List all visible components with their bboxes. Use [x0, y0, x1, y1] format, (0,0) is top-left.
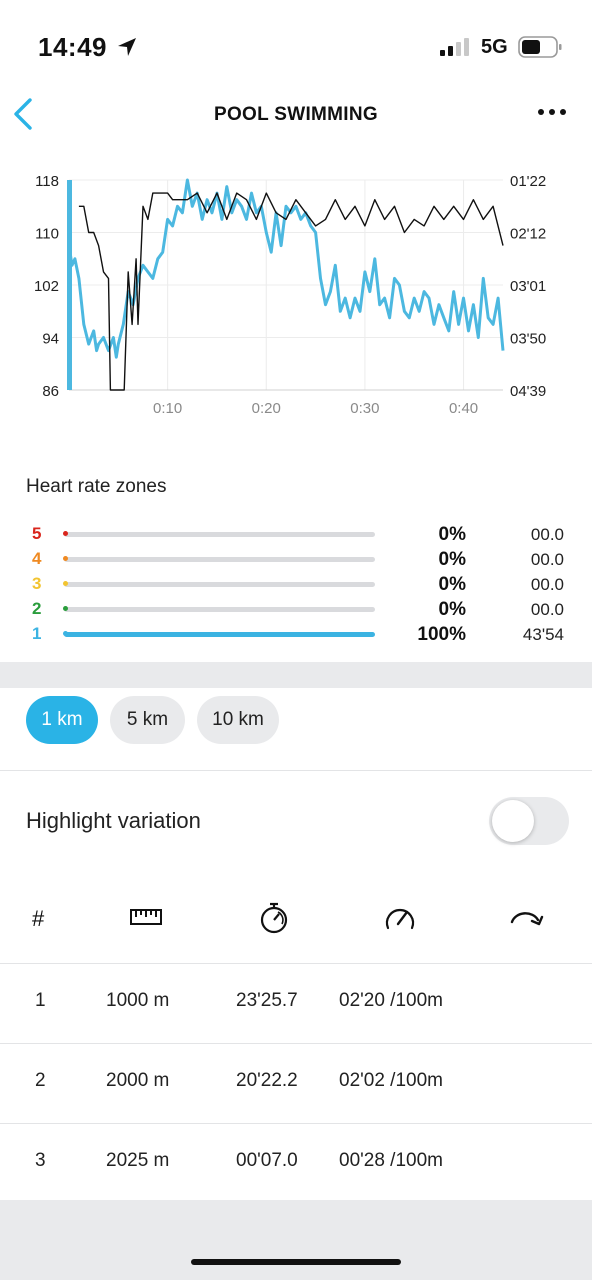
hr-zone-time: 00.0: [530, 525, 564, 544]
y-tick-label-left: 102: [34, 278, 59, 295]
lap-distance: 2000 m: [106, 1070, 170, 1091]
hr-zone-dot: [63, 556, 68, 561]
section-separator: [0, 662, 592, 688]
hr-zone-bar: [64, 582, 375, 587]
lap-number: 2: [35, 1070, 46, 1091]
lap-distance: 2025 m: [106, 1150, 170, 1171]
hr-zone-row: 3 0% 00.0: [0, 574, 592, 596]
hr-zone-percent: 0%: [438, 524, 466, 545]
top-nav-bar: POOL SWIMMING: [0, 90, 592, 142]
back-chevron-icon[interactable]: [10, 96, 40, 132]
y-tick-label-left: 118: [35, 173, 59, 190]
hr-zone-time: 00.0: [530, 600, 564, 619]
chip-5km[interactable]: 5 km: [110, 696, 185, 744]
hr-zone-percent: 0%: [438, 549, 466, 570]
page-title: POOL SWIMMING: [214, 104, 378, 125]
chip-1km[interactable]: 1 km: [26, 696, 98, 744]
hr-zone-row: 2 0% 00.0: [0, 599, 592, 621]
y-tick-label-left: 94: [42, 331, 59, 348]
chip-10km[interactable]: 10 km: [197, 696, 279, 744]
redo-arrow-icon: [510, 912, 544, 926]
hr-zone-bar: [64, 557, 375, 562]
hr-zone-percent: 0%: [438, 574, 466, 595]
y-tick-label-left: 110: [35, 226, 59, 243]
hr-zone-bar: [64, 532, 375, 537]
hr-zone-row: 4 0% 00.0: [0, 549, 592, 571]
lap-distance: 1000 m: [106, 990, 170, 1011]
chart-start-marker: [67, 180, 72, 390]
lap-number: 1: [35, 990, 46, 1011]
x-tick-label: 0:20: [252, 400, 281, 417]
x-tick-label: 0:10: [153, 400, 182, 417]
hr-zone-dot: [63, 531, 68, 536]
toggle-knob: [492, 800, 534, 842]
y-tick-label-right: 03'50: [510, 331, 546, 348]
stopwatch-icon: [260, 902, 288, 934]
series-line-1: [67, 178, 505, 359]
signal-strength-icon: [440, 38, 469, 56]
pace-gauge-icon: [385, 908, 415, 930]
hr-zones-title: Heart rate zones: [26, 476, 167, 497]
y-tick-label-right: 02'12: [510, 226, 546, 243]
hr-zone-percent: 0%: [438, 599, 466, 620]
location-arrow-icon: [118, 38, 136, 56]
lap-time: 20'22.2: [236, 1070, 298, 1091]
hr-zone-number: 3: [32, 574, 42, 593]
series-line-2: [78, 192, 504, 391]
x-tick-label: 0:40: [449, 400, 478, 417]
lap-time: 23'25.7: [236, 990, 298, 1011]
divider: [0, 770, 592, 771]
hr-zone-number: 1: [32, 624, 42, 643]
hr-zone-number: 4: [32, 549, 42, 568]
highlight-variation-toggle[interactable]: [489, 797, 569, 845]
hr-zone-time: 00.0: [530, 550, 564, 569]
x-tick-label: 0:30: [350, 400, 379, 417]
lap-time: 00'07.0: [236, 1150, 298, 1171]
highlight-variation-label: Highlight variation: [26, 808, 201, 833]
y-tick-label-right: 03'01: [510, 278, 546, 295]
hr-zone-bar-fill: [64, 632, 375, 637]
home-indicator[interactable]: [191, 1259, 401, 1265]
ruler-icon: [130, 909, 162, 925]
lap-pace: 02'02 /100m: [339, 1070, 443, 1091]
battery-icon: [518, 36, 562, 58]
divider: [0, 1043, 592, 1044]
bottom-area: [0, 1200, 592, 1280]
hr-zone-dot: [63, 581, 68, 586]
hr-zone-dot: [63, 606, 68, 611]
status-time: 14:49: [38, 32, 107, 62]
hr-zone-bar: [64, 607, 375, 612]
hr-zone-percent: 100%: [417, 624, 466, 645]
hr-zone-dot: [63, 631, 68, 636]
hr-zone-time: 00.0: [530, 575, 564, 594]
lap-number: 3: [35, 1150, 46, 1171]
y-tick-label-right: 04'39: [510, 383, 546, 400]
col-lap-number: #: [32, 906, 45, 931]
network-type: 5G: [481, 36, 508, 58]
divider: [0, 1123, 592, 1124]
status-bar: 14:49 5G: [0, 0, 592, 90]
workout-chart[interactable]: 118 110 102 94 86 01'22 02'12 03'01 03'50 04'39 0:…: [0, 160, 592, 430]
y-tick-label-right: 01'22: [510, 173, 546, 190]
hr-zone-row: 1 100% 43'54: [0, 624, 592, 646]
more-options-icon[interactable]: [534, 102, 570, 122]
hr-zone-row: 5 0% 00.0: [0, 524, 592, 546]
divider: [0, 963, 592, 964]
hr-zone-bar: [64, 632, 375, 637]
lap-pace: 02'20 /100m: [339, 990, 443, 1011]
lap-pace: 00'28 /100m: [339, 1150, 443, 1171]
hr-zone-time: 43'54: [522, 625, 564, 644]
hr-zone-number: 5: [32, 524, 42, 543]
y-tick-label-left: 86: [42, 383, 59, 400]
hr-zone-number: 2: [32, 599, 42, 618]
